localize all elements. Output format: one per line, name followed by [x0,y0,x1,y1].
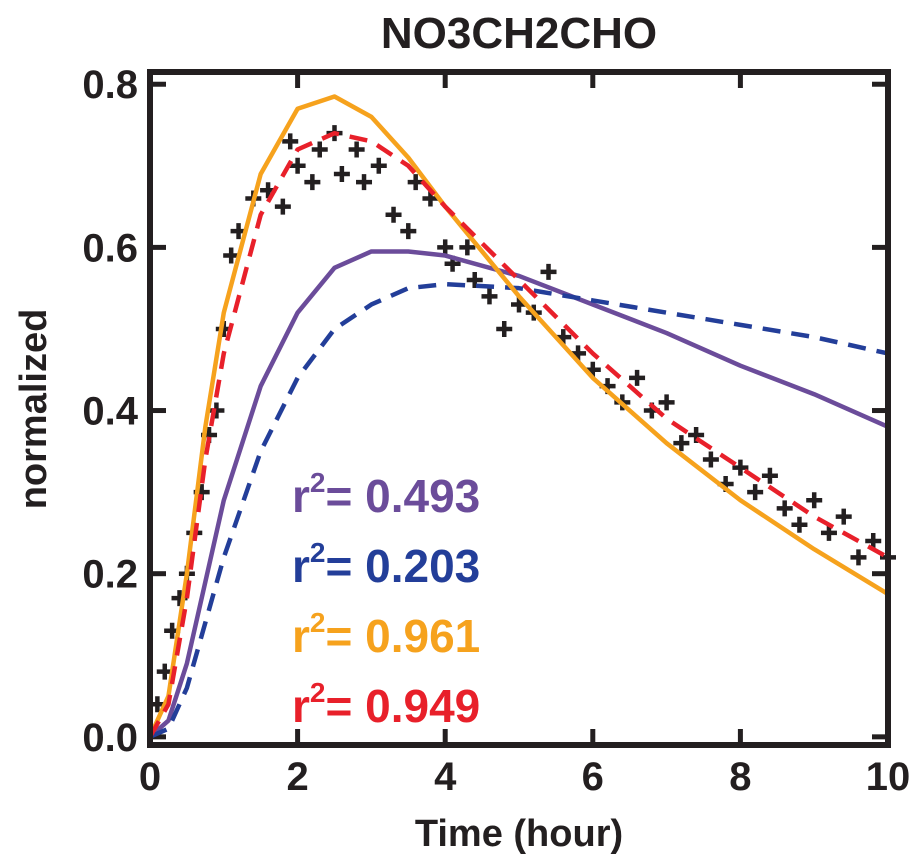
data-point [540,263,557,280]
data-point [437,239,454,256]
data-point [333,165,350,182]
data-point [466,272,483,289]
r-squared-label: r2= 0.949 [292,677,480,732]
data-point [791,516,808,533]
data-point [673,435,690,452]
r-base: r [292,540,310,592]
data-point [761,467,778,484]
r-base: r [292,470,310,522]
data-point [304,174,321,191]
x-tick-label: 8 [729,755,751,799]
data-point [835,508,852,525]
data-point [282,133,299,150]
y-axis-label: normalized [13,309,55,510]
model-line [148,130,890,738]
y-tick-label: 0.2 [82,553,138,597]
data-point [702,451,719,468]
data-point [732,459,749,476]
r-exp: 2 [310,467,326,498]
data-point [208,402,225,419]
y-tick-label: 0.8 [82,63,138,107]
x-tick-label: 4 [434,755,457,799]
data-point [481,288,498,305]
r-exp: 2 [310,607,326,638]
r-squared-label: r2= 0.493 [292,467,480,522]
data-point [496,320,513,337]
model-line [148,249,889,739]
r-value: = 0.949 [325,680,480,732]
data-point [747,484,764,501]
data-point [311,141,328,158]
x-tick-label: 2 [286,755,308,799]
r-value: = 0.961 [325,610,480,662]
r-value: = 0.493 [325,470,480,522]
data-point [776,500,793,517]
r-squared-label: r2= 0.203 [292,537,480,592]
data-point [356,174,373,191]
r-exp: 2 [310,537,326,568]
data-point [658,394,675,411]
r-value: = 0.203 [325,540,480,592]
data-point [806,492,823,509]
model-line [149,281,889,739]
data-point [820,524,837,541]
x-tick-label: 10 [866,755,911,799]
y-tick-label: 0.6 [82,226,138,270]
data-point [370,157,387,174]
x-tick-label: 6 [582,755,604,799]
data-point [865,533,882,550]
r-base: r [292,680,310,732]
y-tick-label: 0.4 [82,390,138,434]
data-point [400,223,417,240]
x-axis-label: Time (hour) [415,813,623,855]
r-squared-label: r2= 0.961 [292,607,480,662]
data-point [348,141,365,158]
x-tick-label: 0 [139,755,161,799]
data-point [385,206,402,223]
model-line [147,94,890,738]
data-point [274,198,291,215]
plot-frame [147,69,891,748]
data-point [289,157,306,174]
r-base: r [292,610,310,662]
data-point [459,239,476,256]
data-point [629,369,646,386]
data-point [850,549,867,566]
y-tick-label: 0.0 [82,716,138,760]
r-exp: 2 [310,677,326,708]
data-point [223,247,240,264]
chart-title: NO3CH2CHO [381,9,657,58]
